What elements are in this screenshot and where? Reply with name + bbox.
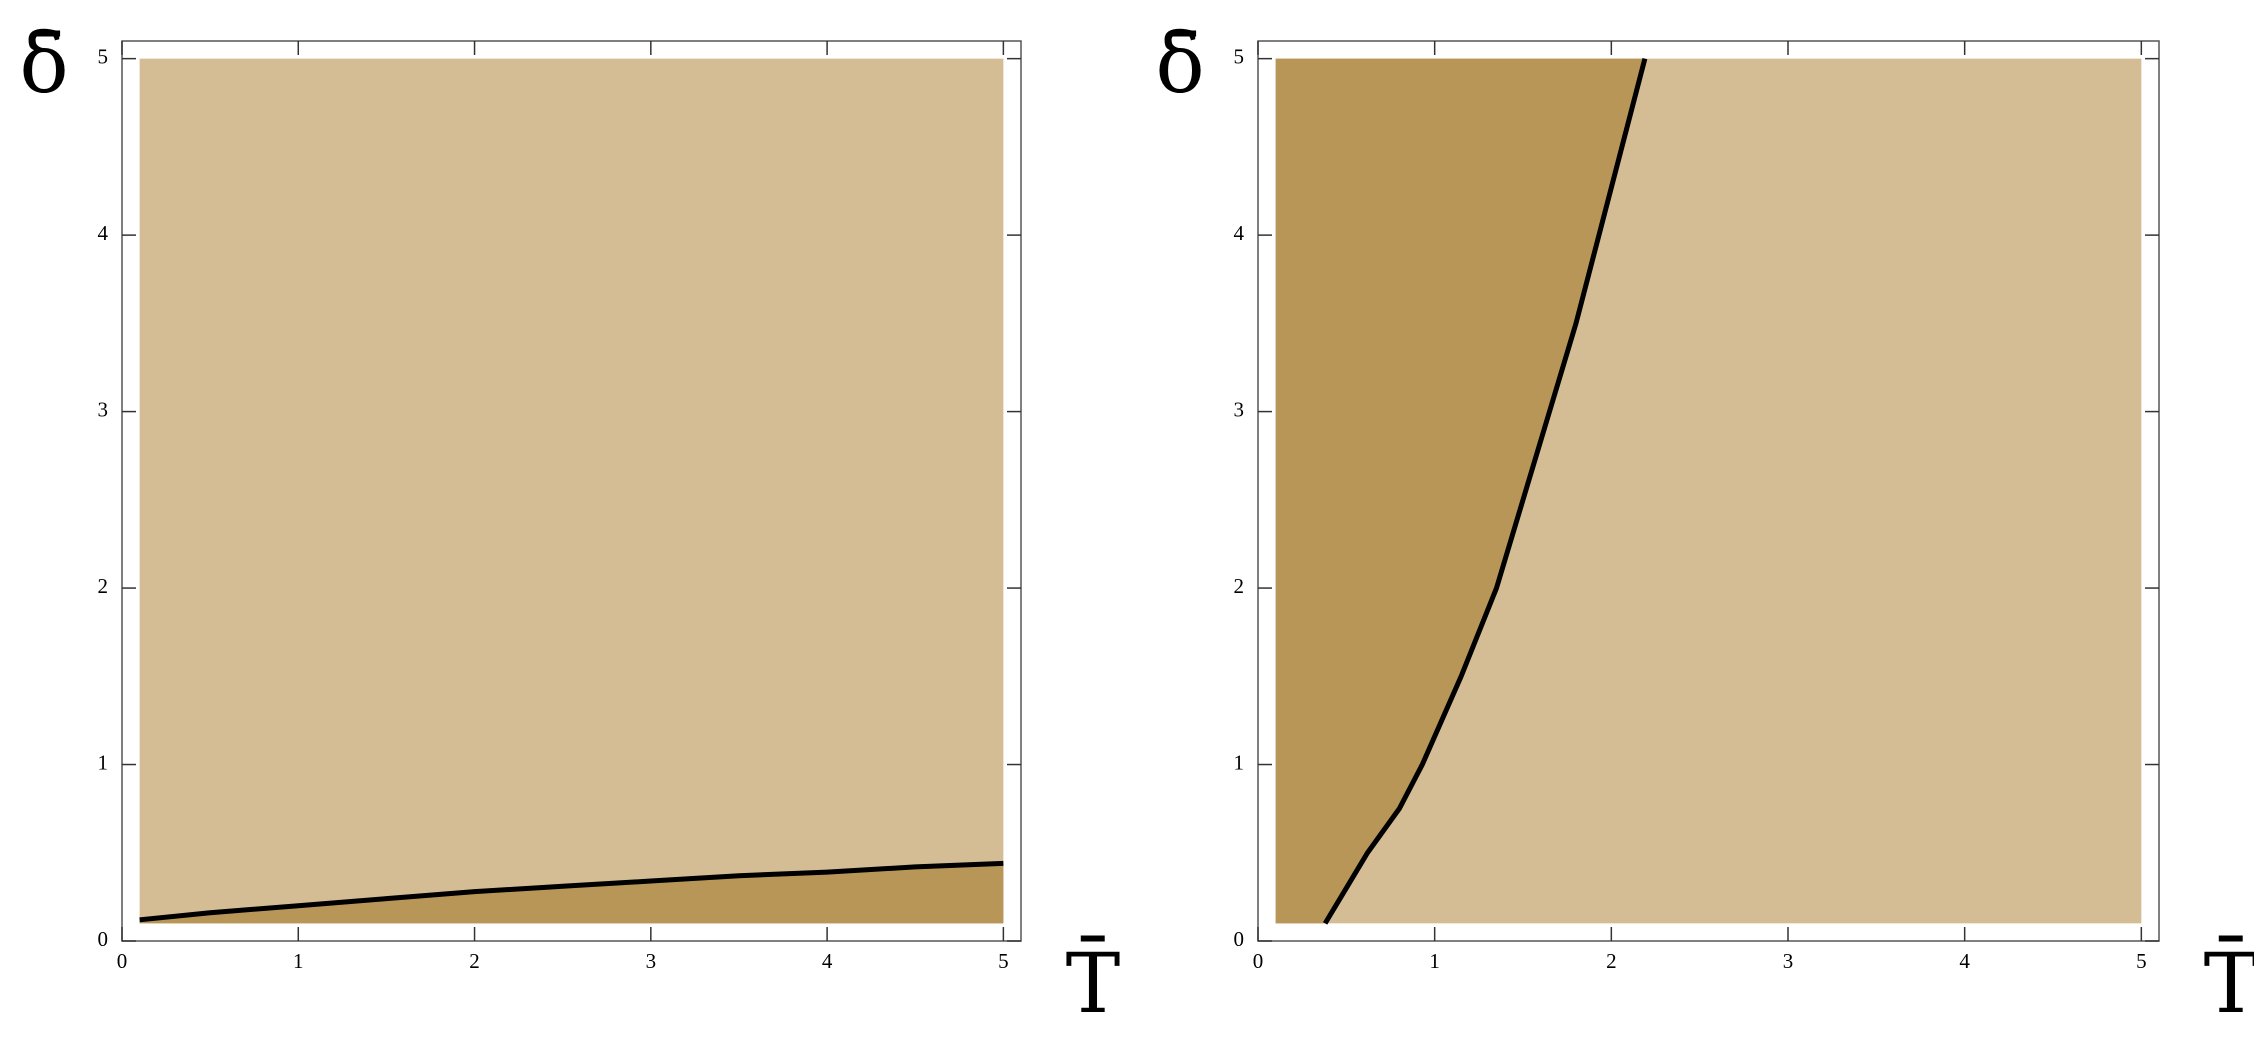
y-tick-label: 5 bbox=[1234, 44, 1245, 68]
x-tick-label: 0 bbox=[1253, 949, 1264, 973]
light-region bbox=[139, 58, 1004, 924]
dark-region bbox=[1275, 58, 1645, 924]
y-tick-label: 4 bbox=[98, 221, 109, 245]
x-tick-label: 2 bbox=[469, 949, 480, 973]
boundary-curve bbox=[139, 860, 1004, 923]
x-tick-label: 1 bbox=[293, 949, 304, 973]
x-tick-label: 4 bbox=[822, 949, 833, 973]
x-axis-label: T̄ bbox=[2204, 935, 2254, 1032]
x-tick-label: 1 bbox=[1429, 949, 1440, 973]
plot-frame bbox=[1257, 40, 2160, 942]
plot: 0 1 2 3 4 5 0 1 2 3 4 5 T̄ δ̄ bbox=[19, 17, 1120, 1032]
y-axis-label: δ̄ bbox=[1155, 17, 1204, 112]
y-tick-label: 4 bbox=[1234, 221, 1245, 245]
dark-region bbox=[139, 863, 1004, 924]
y-tick-label: 3 bbox=[98, 397, 109, 421]
y-tick-label: 5 bbox=[98, 44, 109, 68]
plot: 0 1 2 3 4 5 0 1 2 3 4 5 T̄ δ̄ bbox=[1155, 17, 2254, 1032]
x-tick-label: 3 bbox=[1783, 949, 1794, 973]
y-tick-label: 1 bbox=[1234, 750, 1245, 774]
y-tick-label: 3 bbox=[1234, 397, 1245, 421]
x-tick-label: 5 bbox=[998, 949, 1009, 973]
x-tick-label: 4 bbox=[1959, 949, 1970, 973]
x-tick-label: 3 bbox=[646, 949, 657, 973]
y-axis-label: δ̄ bbox=[19, 17, 68, 112]
x-axis-label: T̄ bbox=[1066, 935, 1121, 1032]
x-tick-label: 5 bbox=[2136, 949, 2147, 973]
y-tick-label: 0 bbox=[98, 927, 109, 951]
y-tick-label: 1 bbox=[98, 750, 109, 774]
boundary-curve bbox=[1322, 58, 1648, 925]
y-tick-label: 0 bbox=[1234, 927, 1245, 951]
y-tick-label: 2 bbox=[1234, 574, 1245, 598]
y-tick-label: 2 bbox=[98, 574, 109, 598]
x-tick-label: 0 bbox=[117, 949, 128, 973]
x-tick-label: 2 bbox=[1606, 949, 1617, 973]
plot-frame bbox=[121, 40, 1022, 942]
